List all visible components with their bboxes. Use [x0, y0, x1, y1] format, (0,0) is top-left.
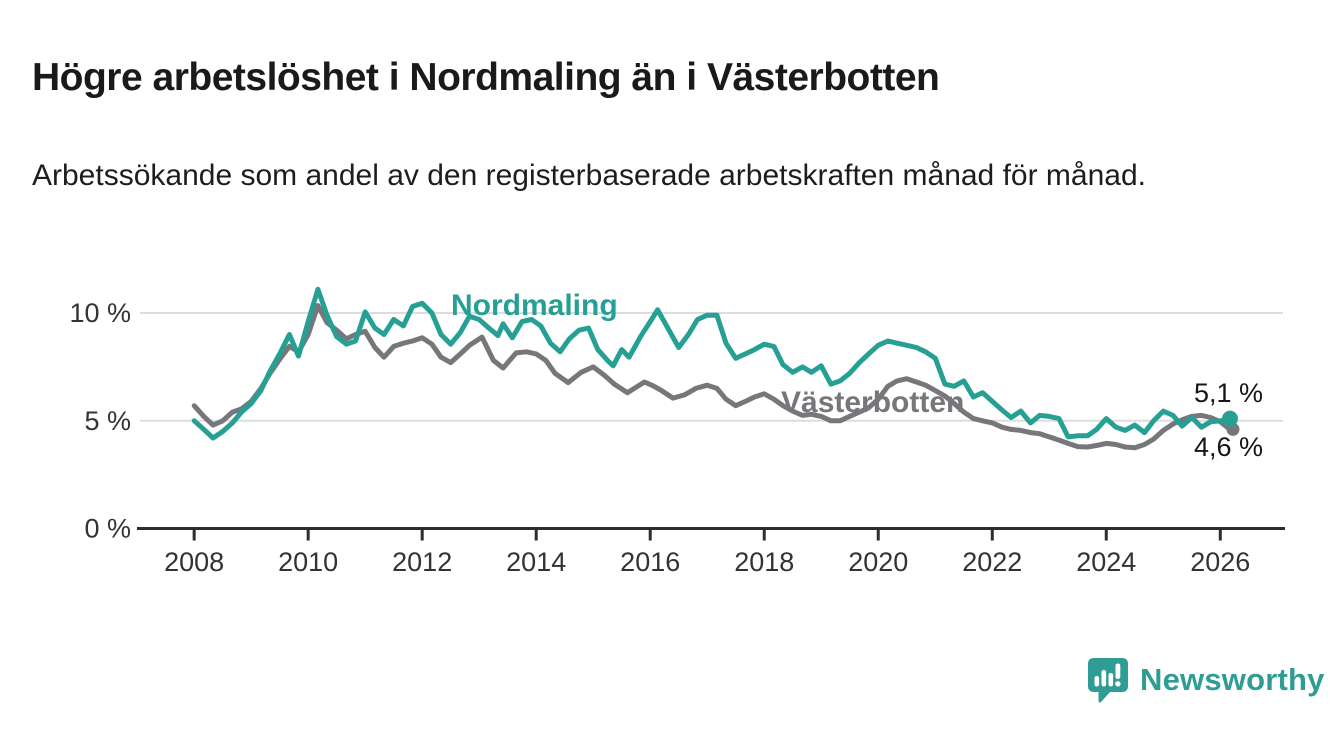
y-tick-label: 10 %	[69, 298, 131, 328]
x-tick-label: 2016	[620, 547, 680, 577]
x-axis-labels: 2008 2010 2012 2014 2016 2018 2020 2022 2024 2026	[164, 547, 1250, 577]
x-tick-label: 2012	[392, 547, 452, 577]
series-line-västerbotten	[191, 303, 1233, 451]
x-tick-label: 2022	[962, 547, 1022, 577]
page-title: Högre arbetslöshet i Nordmaling än i Väs…	[32, 56, 940, 100]
end-value-label-nordmaling: 5,1 %	[1194, 378, 1264, 408]
x-tick-label: 2026	[1190, 547, 1250, 577]
end-value-label-vasterbotten: 4,6 %	[1194, 432, 1264, 462]
series-line-nordmaling	[191, 286, 1233, 441]
series-label-nordmaling: Nordmaling	[451, 289, 618, 322]
series-label-vasterbotten: Västerbotten	[781, 386, 965, 419]
x-axis	[137, 527, 1285, 541]
y-tick-label: 5 %	[84, 406, 131, 436]
x-tick-label: 2010	[278, 547, 338, 577]
x-tick-label: 2018	[734, 547, 794, 577]
x-tick-label: 2008	[164, 547, 224, 577]
speech-bubble-bar-chart-icon	[1088, 658, 1128, 703]
x-tick-label: 2020	[848, 547, 908, 577]
x-tick-label: 2014	[506, 547, 566, 577]
y-axis-labels: 0 % 5 % 10 %	[69, 298, 131, 544]
y-tick-label: 0 %	[84, 514, 131, 544]
newsworthy-logo-text: Newsworthy	[1140, 662, 1325, 697]
end-dot-nordmaling	[1221, 410, 1238, 427]
newsworthy-logo: Newsworthy	[1086, 656, 1325, 704]
x-tick-label: 2024	[1076, 547, 1136, 577]
chart-subtitle: Arbetssökande som andel av den registerb…	[32, 159, 1146, 192]
